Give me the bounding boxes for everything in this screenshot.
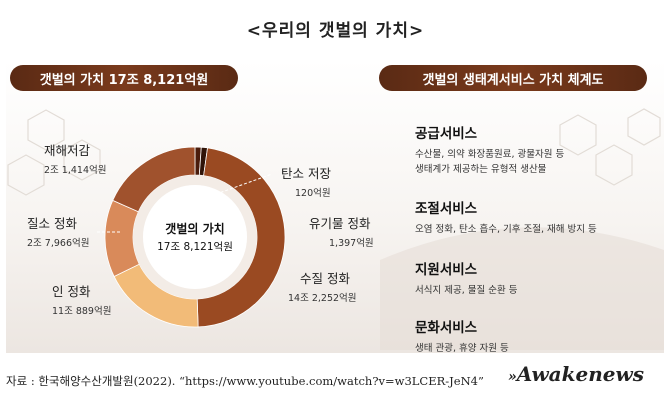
slice-value: 2조 1,414억원 [44, 165, 107, 176]
awakenews-logo: »Awakenews [508, 362, 644, 386]
slice-value: 2조 7,966억원 [27, 238, 90, 249]
service-detail: 오염 정화, 탄소 흡수, 기후 조절, 재해 방지 등 [415, 224, 597, 235]
service-detail: 생태계가 제공하는 유형적 생산물 [415, 164, 547, 175]
service-details: 서식지 제공, 물질 순환 등 [415, 283, 518, 298]
logo-text: Awakenews [516, 362, 644, 386]
label-nitrogen: 질소 정화 2조 7,966억원 [27, 213, 89, 249]
label-carbon: 탄소 저장 120억원 [281, 163, 331, 199]
service-details: 오염 정화, 탄소 흡수, 기후 조절, 재해 방지 등 [415, 222, 597, 237]
service-details: 생태 관광, 휴양 자원 등 [415, 341, 509, 356]
source-citation: 자료 : 한국해양수산개발원(2022). “https://www.youtu… [6, 374, 484, 388]
slice-name: 재해저감 [44, 143, 91, 158]
leader-line [196, 173, 273, 202]
service-detail: 수산물, 의약 화장품원료, 광물자원 등 [415, 149, 565, 160]
service-title: 문화서비스 [415, 320, 478, 336]
slice-value: 120억원 [295, 188, 331, 199]
services-header-bar: 갯벌의 생태계서비스 가치 체계도 [379, 65, 647, 91]
slice-value: 11조 889억원 [52, 306, 112, 317]
donut-center-total: 17조 8,121억원 [157, 241, 233, 253]
service-details: 수산물, 의약 화장품원료, 광물자원 등 생태계가 제공하는 유형적 생산물 [415, 147, 564, 177]
chevrons-icon: » [508, 369, 517, 385]
slice-value: 1,397억원 [329, 238, 374, 249]
slice-name: 질소 정화 [27, 216, 77, 231]
page-title: <우리의 갯벌의 가치> [246, 21, 425, 41]
inner-ring [133, 175, 257, 299]
slice-name: 유기물 정화 [309, 216, 371, 231]
donut-center-title: 갯벌의 가치 [165, 221, 224, 236]
slice-name: 인 정화 [52, 284, 91, 299]
service-supply: 공급서비스 수산물, 의약 화장품원료, 광물자원 등 생태계가 제공하는 유형… [415, 122, 564, 177]
label-water: 수질 정화 14조 2,252억원 [288, 268, 357, 304]
slice-name: 수질 정화 [300, 271, 350, 286]
service-title: 공급서비스 [415, 126, 478, 142]
slice-name: 탄소 저장 [281, 166, 331, 181]
service-cultural: 문화서비스 생태 관광, 휴양 자원 등 [415, 316, 509, 356]
slice-value: 14조 2,252억원 [288, 293, 357, 304]
service-supporting: 지원서비스 서식지 제공, 물질 순환 등 [415, 258, 518, 298]
label-disaster-reduction: 재해저감 2조 1,414억원 [44, 140, 106, 176]
label-organic: 유기물 정화 1,397억원 [309, 213, 374, 249]
service-detail: 생태 관광, 휴양 자원 등 [415, 343, 509, 354]
chart-header-bar: 갯벌의 가치 17조 8,121억원 [10, 65, 238, 91]
label-phosphorus: 인 정화 11조 889억원 [52, 281, 111, 317]
service-title: 조절서비스 [415, 201, 478, 217]
donut-hole [143, 185, 247, 289]
service-detail: 서식지 제공, 물질 순환 등 [415, 285, 518, 296]
service-title: 지원서비스 [415, 262, 478, 278]
service-regulating: 조절서비스 오염 정화, 탄소 흡수, 기후 조절, 재해 방지 등 [415, 197, 597, 237]
